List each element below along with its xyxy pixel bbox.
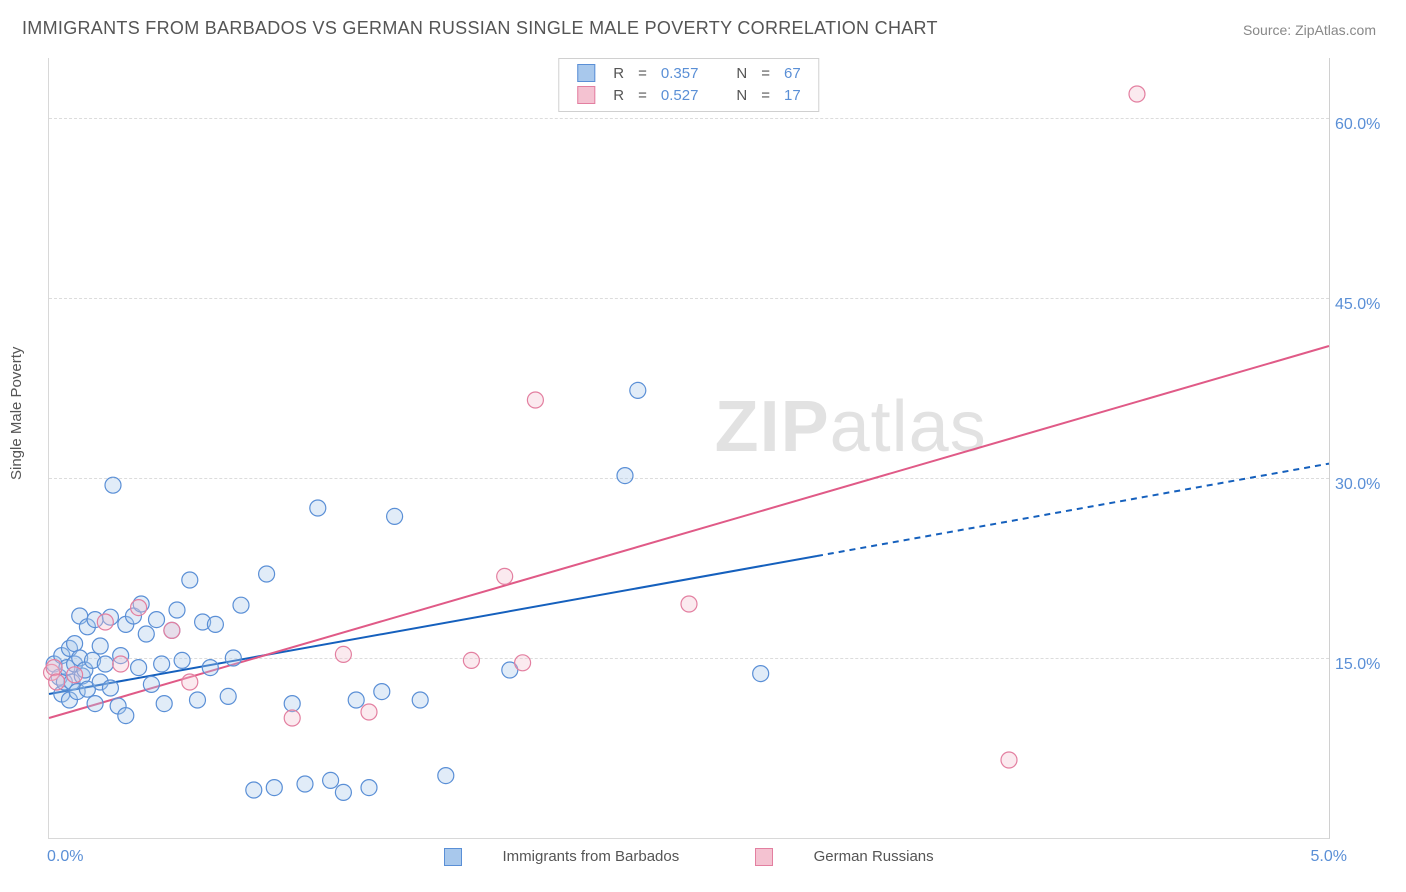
N-label: N: [730, 63, 753, 83]
plot-area: ZIPatlas 15.0%30.0%45.0%60.0% R = 0.357 …: [48, 58, 1330, 839]
data-point: [156, 696, 172, 712]
data-point: [515, 655, 531, 671]
data-point: [220, 688, 236, 704]
R-value-german-russian: 0.527: [655, 85, 705, 105]
data-point: [46, 660, 62, 676]
data-point: [284, 696, 300, 712]
N-value-barbados: 67: [778, 63, 807, 83]
data-point: [753, 666, 769, 682]
data-point: [284, 710, 300, 726]
swatch-german-russian: [577, 86, 595, 104]
data-point: [497, 568, 513, 584]
chart-title: IMMIGRANTS FROM BARBADOS VS GERMAN RUSSI…: [22, 18, 938, 39]
legend-label-german-russian: German Russians: [814, 848, 934, 865]
data-point: [143, 676, 159, 692]
data-point: [174, 652, 190, 668]
legend-correlation: R = 0.357 N = 67 R = 0.527 N = 17: [558, 58, 819, 112]
data-point: [348, 692, 364, 708]
data-point: [92, 638, 108, 654]
data-point: [49, 674, 65, 690]
data-point: [131, 600, 147, 616]
y-axis-label: Single Male Poverty: [8, 347, 25, 480]
data-point: [335, 646, 351, 662]
R-value-barbados: 0.357: [655, 63, 705, 83]
swatch-barbados: [577, 64, 595, 82]
data-point: [67, 636, 83, 652]
data-point: [154, 656, 170, 672]
data-point: [266, 780, 282, 796]
y-tick-label: 45.0%: [1335, 296, 1391, 314]
data-point: [1001, 752, 1017, 768]
data-point: [138, 626, 154, 642]
legend-series: Immigrants from Barbados German Russians: [49, 848, 1329, 866]
legend-label-barbados: Immigrants from Barbados: [503, 848, 680, 865]
data-point: [189, 692, 205, 708]
legend-row-barbados: R = 0.357 N = 67: [571, 63, 806, 83]
data-point: [207, 616, 223, 632]
data-point: [412, 692, 428, 708]
data-point: [149, 612, 165, 628]
data-point: [225, 650, 241, 666]
data-point: [310, 500, 326, 516]
source-label: Source: ZipAtlas.com: [1243, 22, 1376, 38]
data-point: [113, 656, 129, 672]
data-point: [297, 776, 313, 792]
data-point: [118, 708, 134, 724]
data-point: [164, 622, 180, 638]
data-point: [387, 508, 403, 524]
data-point: [131, 660, 147, 676]
data-point: [169, 602, 185, 618]
data-point: [335, 784, 351, 800]
data-point: [438, 768, 454, 784]
scatter-points: [49, 58, 1329, 838]
legend-item-german-russian: German Russians: [737, 848, 951, 865]
data-point: [361, 704, 377, 720]
data-point: [246, 782, 262, 798]
legend-row-german-russian: R = 0.527 N = 17: [571, 85, 806, 105]
N-value-german-russian: 17: [778, 85, 807, 105]
data-point: [1129, 86, 1145, 102]
swatch-barbados-icon: [444, 848, 462, 866]
data-point: [374, 684, 390, 700]
data-point: [233, 597, 249, 613]
data-point: [67, 667, 83, 683]
data-point: [527, 392, 543, 408]
data-point: [182, 674, 198, 690]
data-point: [97, 614, 113, 630]
data-point: [617, 468, 633, 484]
data-point: [681, 596, 697, 612]
data-point: [259, 566, 275, 582]
y-tick-label: 30.0%: [1335, 476, 1391, 494]
data-point: [105, 477, 121, 493]
data-point: [97, 656, 113, 672]
data-point: [202, 660, 218, 676]
data-point: [323, 772, 339, 788]
data-point: [87, 696, 103, 712]
y-tick-label: 15.0%: [1335, 656, 1391, 674]
data-point: [102, 680, 118, 696]
R-label: R: [607, 63, 630, 83]
swatch-german-russian-icon: [755, 848, 773, 866]
data-point: [182, 572, 198, 588]
data-point: [630, 382, 646, 398]
legend-item-barbados: Immigrants from Barbados: [426, 848, 701, 865]
y-tick-label: 60.0%: [1335, 116, 1391, 134]
data-point: [361, 780, 377, 796]
data-point: [463, 652, 479, 668]
